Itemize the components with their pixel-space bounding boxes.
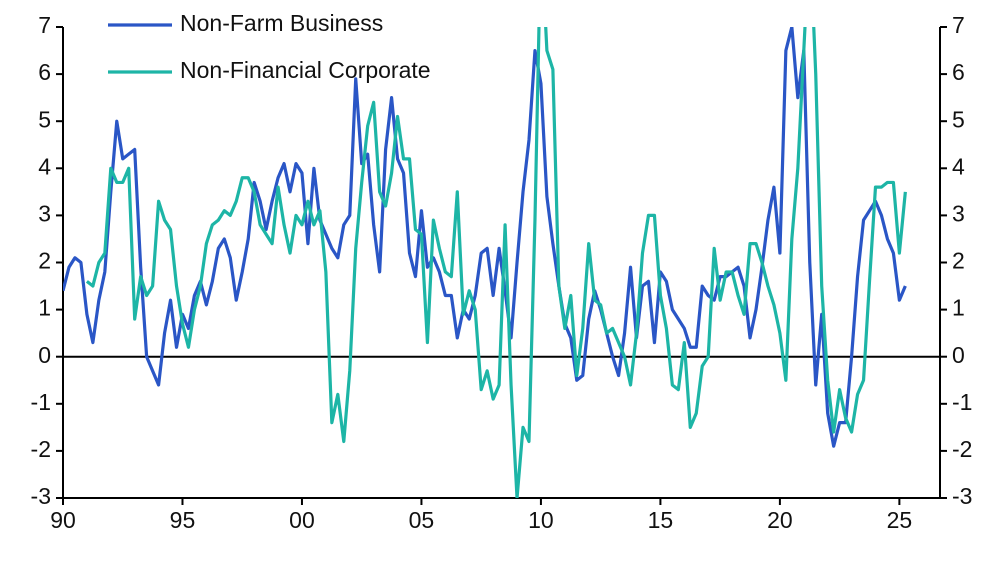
y-tick-label: 5 xyxy=(38,106,51,132)
y-tick-label: -2 xyxy=(31,436,51,462)
legend-label: Non-Financial Corporate xyxy=(180,57,431,83)
x-tick-label: 15 xyxy=(648,507,674,533)
y2-tick-label: 2 xyxy=(952,248,965,274)
series-line xyxy=(63,27,907,448)
y-tick-label: 6 xyxy=(38,59,51,85)
y2-tick-label: 3 xyxy=(952,200,965,226)
x-tick-label: 95 xyxy=(170,507,196,533)
y2-tick-label: 0 xyxy=(952,342,965,368)
x-tick-label: 90 xyxy=(50,507,76,533)
y-tick-label: 7 xyxy=(38,12,51,38)
y2-tick-label: -3 xyxy=(952,483,972,509)
x-tick-label: 05 xyxy=(409,507,435,533)
y2-tick-label: 4 xyxy=(952,153,965,179)
y2-tick-label: -1 xyxy=(952,389,972,415)
x-tick-label: 25 xyxy=(887,507,913,533)
y2-tick-label: 7 xyxy=(952,12,965,38)
series-line xyxy=(85,27,907,498)
y2-tick-label: 5 xyxy=(952,106,965,132)
y-tick-label: 1 xyxy=(38,295,51,321)
y2-tick-label: 1 xyxy=(952,295,965,321)
y-tick-label: -3 xyxy=(31,483,51,509)
legend-label: Non-Farm Business xyxy=(180,10,383,36)
y-tick-label: -1 xyxy=(31,389,51,415)
y-tick-label: 2 xyxy=(38,248,51,274)
y-tick-label: 4 xyxy=(38,153,51,179)
x-tick-label: 10 xyxy=(528,507,554,533)
x-tick-label: 00 xyxy=(289,507,315,533)
y2-tick-label: -2 xyxy=(952,436,972,462)
y2-tick-label: 6 xyxy=(952,59,965,85)
y-tick-label: 3 xyxy=(38,200,51,226)
y-tick-label: 0 xyxy=(38,342,51,368)
x-tick-label: 20 xyxy=(767,507,793,533)
plot-area xyxy=(63,27,907,498)
